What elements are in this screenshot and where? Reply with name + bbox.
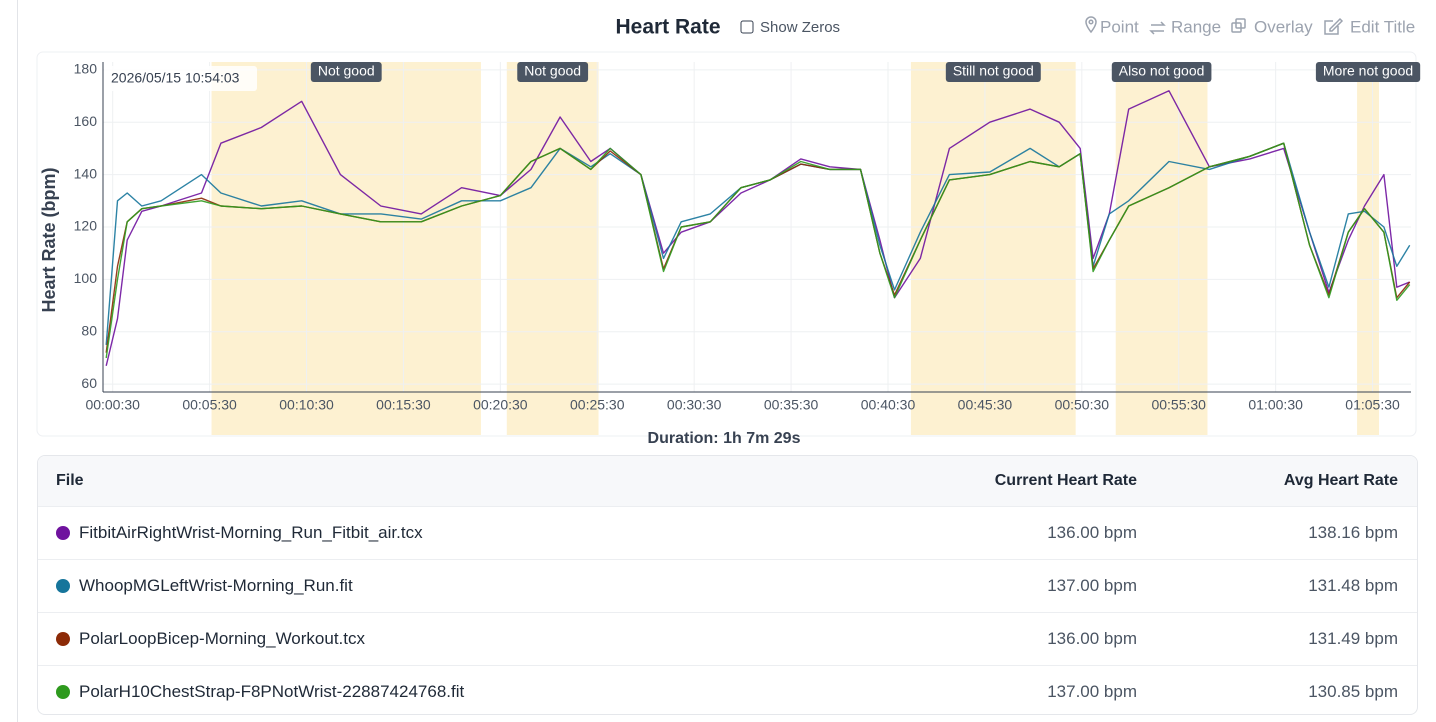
cursor-label: 2026/05/15 10:54:03 [111, 70, 240, 86]
annotation-label: More not good [1323, 63, 1413, 79]
chart: 60 80 100 120 140 160 180 00:00:30 00:05:30 00:10… [36, 16, 1421, 447]
annotation-label: Also not good [1119, 63, 1205, 79]
current-heart-rate: 136.00 bpm [1047, 629, 1137, 648]
annotation-label-box [1111, 62, 1212, 82]
series-color-dot [56, 526, 70, 540]
annotation-label-box [310, 62, 382, 82]
x-tick-label: 01:00:30 [1248, 397, 1303, 413]
current-heart-rate: 137.00 bpm [1047, 682, 1137, 701]
header-file: File [56, 472, 84, 489]
file-name: PolarH10ChestStrap-F8PNotWrist-228874247… [79, 682, 465, 701]
table-row: PolarH10ChestStrap-F8PNotWrist-228874247… [38, 665, 1417, 714]
series-line [105, 90, 1410, 366]
annotation-range [1115, 62, 1208, 435]
x-tick-label: 00:20:30 [473, 397, 528, 413]
annotation-range [506, 62, 599, 435]
avg-heart-rate: 138.16 bpm [1308, 523, 1398, 542]
series-color-dot [56, 685, 70, 699]
annotation-range [211, 62, 481, 435]
current-heart-rate: 136.00 bpm [1047, 523, 1137, 542]
chart-card [36, 51, 1417, 437]
annotation-label: Not good [524, 63, 581, 79]
y-tick-label: 60 [81, 375, 97, 391]
x-tick-label: 00:10:30 [279, 397, 334, 413]
y-axis-label: Heart Rate (bpm) [39, 167, 59, 312]
cursor-tooltip [104, 66, 257, 91]
header-current: Current Heart Rate [994, 472, 1137, 489]
table-header: File Current Heart Rate Avg Heart Rate [38, 456, 1417, 506]
y-tick-label: 100 [74, 270, 98, 286]
show-zeros-checkbox[interactable] [740, 20, 754, 34]
annotation-range [1357, 62, 1380, 435]
y-tick-label: 180 [74, 61, 98, 77]
chart-title: Heart Rate [615, 16, 720, 39]
avg-heart-rate: 130.85 bpm [1308, 682, 1398, 701]
avg-heart-rate: 131.49 bpm [1308, 629, 1398, 648]
file-table: File Current Heart Rate Avg Heart Rate F… [37, 455, 1418, 715]
annotation-label-box [945, 62, 1041, 82]
range-button[interactable]: Range [1171, 17, 1221, 36]
table-row: PolarLoopBicep-Morning_Workout.tcx 136.00… [38, 612, 1417, 665]
annotation-label: Not good [318, 63, 375, 79]
show-zeros-label[interactable]: Show Zeros [760, 19, 840, 36]
overlay-button[interactable]: Overlay [1254, 17, 1313, 36]
current-heart-rate: 137.00 bpm [1047, 576, 1137, 595]
x-tick-label: 00:05:30 [182, 397, 237, 413]
file-name: WhoopMGLeftWrist-Morning_Run.fit [79, 576, 353, 595]
series-line [105, 142, 1411, 359]
annotation-label-box [517, 62, 589, 82]
table-row: WhoopMGLeftWrist-Morning_Run.fit 137.00 b… [38, 559, 1417, 612]
x-tick-label: 01:05:30 [1345, 397, 1400, 413]
x-axis-label: Duration: 1h 7m 29s [648, 430, 801, 447]
table-row: FitbitAirRightWrist-Morning_Run_Fitbit_a… [38, 506, 1417, 559]
toolbar-icons [1085, 16, 1344, 35]
x-tick-label: 00:50:30 [1055, 397, 1110, 413]
y-tick-label: 160 [74, 113, 98, 129]
y-tick-label: 120 [74, 218, 98, 234]
avg-heart-rate: 131.48 bpm [1308, 576, 1398, 595]
annotation-range [910, 62, 1076, 435]
x-tick-label: 00:45:30 [958, 397, 1013, 413]
annotation-label-box [1315, 62, 1421, 82]
annotation-label: Still not good [953, 63, 1034, 79]
series-color-dot [56, 632, 70, 646]
y-tick-label: 140 [74, 165, 98, 181]
x-tick-label: 00:00:30 [85, 397, 140, 413]
x-tick-label: 00:30:30 [667, 397, 722, 413]
x-tick-label: 00:55:30 [1151, 397, 1206, 413]
point-button[interactable]: Point [1100, 17, 1139, 36]
y-tick-label: 80 [81, 322, 97, 338]
x-tick-label: 00:25:30 [570, 397, 625, 413]
x-tick-label: 00:35:30 [764, 397, 819, 413]
sidebar-border [17, 0, 18, 722]
series-color-dot [56, 579, 70, 593]
file-name: FitbitAirRightWrist-Morning_Run_Fitbit_a… [79, 523, 423, 542]
file-name: PolarLoopBicep-Morning_Workout.tcx [79, 629, 365, 648]
header-avg: Avg Heart Rate [1283, 472, 1398, 489]
edit-title-button[interactable]: Edit Title [1350, 17, 1415, 36]
x-tick-label: 00:40:30 [861, 397, 916, 413]
x-tick-label: 00:15:30 [376, 397, 431, 413]
